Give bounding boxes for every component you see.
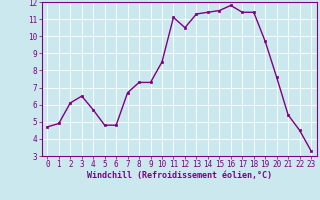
X-axis label: Windchill (Refroidissement éolien,°C): Windchill (Refroidissement éolien,°C) <box>87 171 272 180</box>
